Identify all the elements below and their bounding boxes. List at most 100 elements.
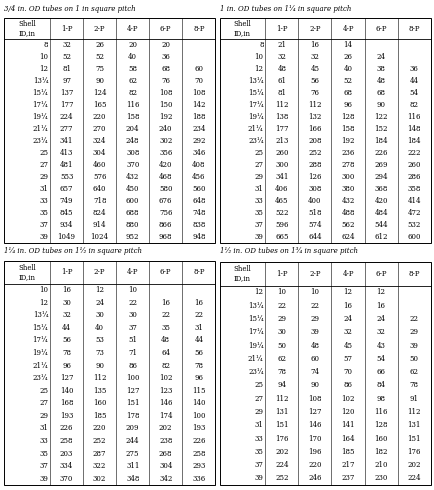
Text: 518: 518: [308, 209, 321, 217]
Text: 292: 292: [191, 137, 205, 145]
Text: 13¹⁄₄: 13¹⁄₄: [247, 302, 263, 310]
Text: 32: 32: [277, 53, 286, 61]
Text: 624: 624: [341, 233, 354, 241]
Text: 31: 31: [254, 185, 263, 193]
Text: 23¹⁄₄: 23¹⁄₄: [247, 137, 263, 145]
Text: 71: 71: [128, 349, 137, 357]
Text: 73: 73: [95, 349, 104, 357]
Text: 226: 226: [60, 424, 73, 433]
Text: 866: 866: [159, 220, 172, 229]
Text: 4-P: 4-P: [127, 269, 138, 276]
Text: 192: 192: [341, 137, 354, 145]
Text: 68: 68: [161, 65, 170, 73]
Text: 10: 10: [310, 289, 319, 296]
Text: 174: 174: [159, 412, 172, 420]
Text: 2-P: 2-P: [309, 270, 320, 278]
Text: 86: 86: [343, 382, 352, 390]
Text: 164: 164: [341, 435, 354, 442]
Text: 226: 226: [191, 437, 205, 445]
Text: 30: 30: [277, 328, 286, 336]
Text: 8-P: 8-P: [193, 269, 204, 276]
Text: 19¹⁄₄: 19¹⁄₄: [247, 342, 263, 349]
Text: 112: 112: [308, 101, 321, 109]
Text: 19¹⁄₄: 19¹⁄₄: [33, 113, 48, 121]
Text: 420: 420: [159, 161, 172, 169]
Text: 308: 308: [308, 185, 321, 193]
Text: 108: 108: [191, 89, 205, 97]
Text: 33: 33: [254, 196, 263, 205]
Text: 138: 138: [275, 113, 288, 121]
Text: 203: 203: [60, 450, 73, 458]
Text: 51: 51: [128, 336, 137, 344]
Text: 151: 151: [126, 399, 139, 407]
Text: 17¹⁄₄: 17¹⁄₄: [247, 101, 263, 109]
Text: 37: 37: [39, 220, 48, 229]
Text: 202: 202: [159, 424, 172, 433]
Text: 408: 408: [191, 161, 205, 169]
Text: 16: 16: [310, 41, 319, 49]
Text: 35: 35: [254, 209, 263, 217]
Text: 209: 209: [126, 424, 139, 433]
Text: 127: 127: [308, 408, 321, 416]
Text: Shell
ID,in: Shell ID,in: [233, 20, 251, 37]
Text: 116: 116: [374, 408, 387, 416]
Text: 112: 112: [275, 101, 288, 109]
Text: 20: 20: [128, 41, 137, 49]
Text: 96: 96: [194, 374, 203, 382]
Text: 258: 258: [60, 437, 73, 445]
Text: 37: 37: [254, 220, 263, 229]
Text: 275: 275: [126, 450, 139, 458]
Text: 102: 102: [341, 395, 354, 403]
Text: 48: 48: [277, 65, 286, 73]
Text: 75: 75: [95, 65, 104, 73]
Text: 450: 450: [126, 185, 139, 193]
Text: 286: 286: [406, 173, 420, 181]
Text: 468: 468: [159, 173, 172, 181]
Text: 27: 27: [254, 161, 263, 169]
Text: 112: 112: [406, 408, 420, 416]
Text: 370: 370: [126, 161, 139, 169]
Text: 188: 188: [191, 113, 205, 121]
Text: 224: 224: [60, 113, 73, 121]
Text: 302: 302: [93, 475, 106, 483]
Text: 952: 952: [126, 233, 139, 241]
Text: 40: 40: [95, 324, 104, 332]
Text: 12: 12: [254, 65, 263, 73]
Text: 27: 27: [39, 161, 48, 169]
Text: 576: 576: [93, 173, 106, 181]
Text: 8: 8: [44, 41, 48, 49]
Text: 128: 128: [374, 421, 387, 429]
Text: 21¹⁄₄: 21¹⁄₄: [33, 362, 48, 369]
Text: 100: 100: [126, 374, 139, 382]
Text: 1-P: 1-P: [61, 24, 72, 32]
Text: 465: 465: [275, 196, 288, 205]
Text: 756: 756: [159, 209, 172, 217]
Text: 202: 202: [406, 461, 420, 469]
Text: 48: 48: [376, 77, 385, 85]
Text: 220: 220: [93, 424, 106, 433]
Text: 148: 148: [406, 125, 420, 133]
Text: 688: 688: [126, 209, 139, 217]
Text: 24: 24: [376, 315, 385, 323]
Text: 25: 25: [39, 387, 48, 395]
Text: 19¹⁄₄: 19¹⁄₄: [247, 113, 263, 121]
Text: 236: 236: [341, 149, 354, 157]
Text: 29: 29: [39, 412, 48, 420]
Text: 32: 32: [310, 53, 319, 61]
Text: 100: 100: [191, 412, 205, 420]
Text: 481: 481: [60, 161, 73, 169]
Text: 30: 30: [62, 298, 71, 307]
Text: 252: 252: [275, 474, 288, 483]
Text: 3/4 in. OD tubes on 1 in square pitch: 3/4 in. OD tubes on 1 in square pitch: [4, 4, 136, 13]
Text: 137: 137: [60, 89, 73, 97]
Text: 10: 10: [39, 53, 48, 61]
Text: 91: 91: [409, 395, 418, 403]
Text: 460: 460: [93, 161, 106, 169]
Text: 76: 76: [310, 89, 319, 97]
Text: 90: 90: [376, 101, 385, 109]
Text: 33: 33: [254, 435, 263, 442]
Text: 553: 553: [60, 173, 73, 181]
Text: 288: 288: [308, 161, 321, 169]
Text: 4-P: 4-P: [342, 270, 353, 278]
Text: 60: 60: [310, 355, 319, 363]
